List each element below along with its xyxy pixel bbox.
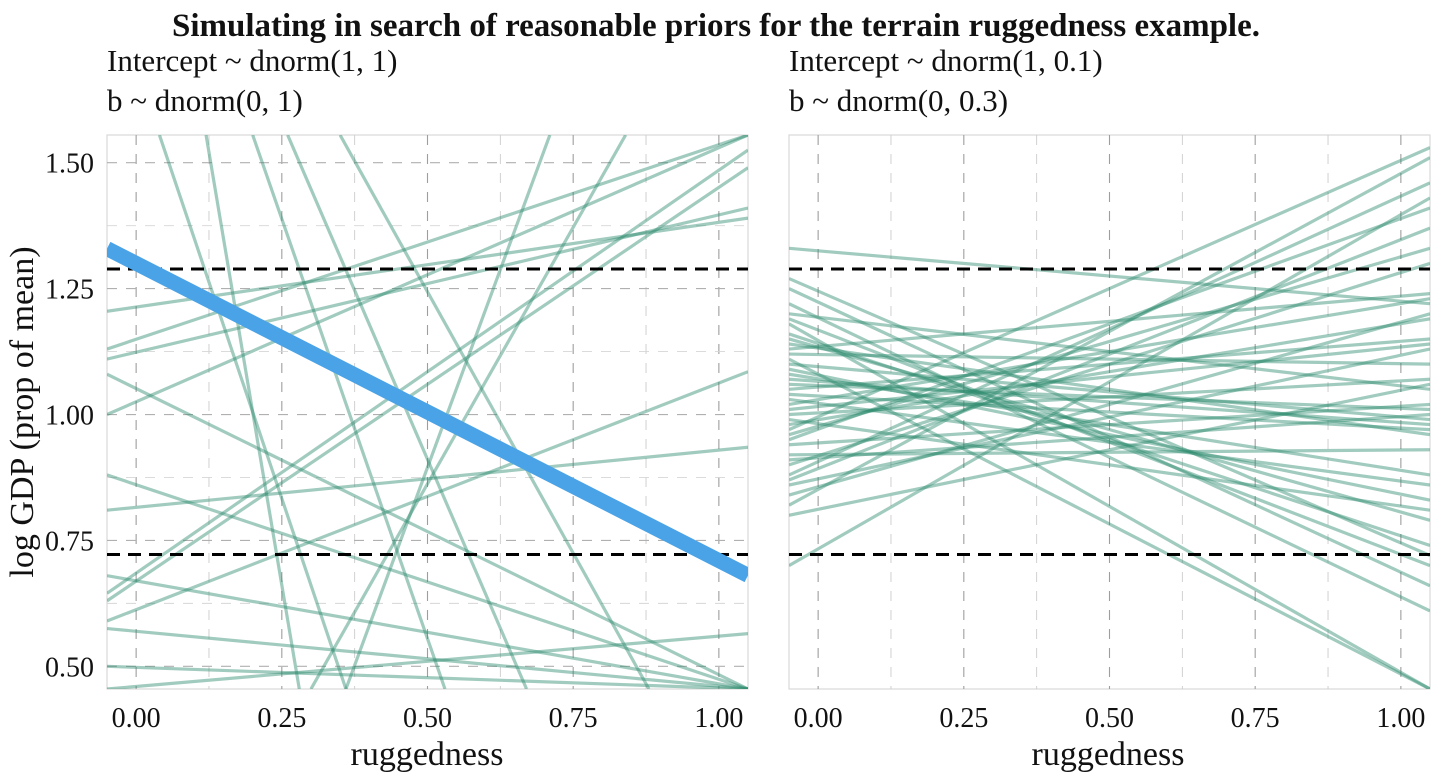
panel-left-subtitle-line1: Intercept ~ dnorm(1, 1) bbox=[107, 43, 398, 78]
prior-line bbox=[789, 412, 1430, 462]
panel-left: Intercept ~ dnorm(1, 1) b ~ dnorm(0, 1) … bbox=[45, 43, 749, 773]
prior-line bbox=[789, 287, 1430, 588]
panel-left-subtitle-line2: b ~ dnorm(0, 1) bbox=[107, 83, 303, 118]
prior-line bbox=[789, 382, 1430, 412]
prior-line bbox=[107, 135, 748, 351]
prior-line bbox=[789, 448, 1430, 457]
prior-line bbox=[107, 445, 748, 512]
y-tick-label: 1.25 bbox=[45, 275, 94, 306]
x-tick-label: 0.25 bbox=[939, 703, 988, 734]
prior-line bbox=[789, 146, 1430, 432]
panel-left-x-axis-label: ruggedness bbox=[351, 736, 504, 773]
prior-line bbox=[789, 292, 1430, 351]
prior-line bbox=[789, 332, 1430, 547]
prior-line bbox=[107, 574, 748, 689]
x-tick-label: 0.50 bbox=[403, 703, 452, 734]
prior-line bbox=[789, 377, 1430, 417]
prior-line bbox=[789, 402, 1430, 447]
prior-line bbox=[107, 664, 748, 689]
prior-line bbox=[789, 302, 1430, 613]
x-tick-label: 1.00 bbox=[694, 703, 743, 734]
prior-line bbox=[789, 181, 1430, 477]
prior-line bbox=[204, 135, 301, 689]
prior-line bbox=[338, 135, 651, 689]
panel-left-plot-area bbox=[107, 135, 748, 689]
highlighted-prior-line bbox=[107, 241, 748, 583]
x-tick-label: 0.50 bbox=[1085, 703, 1134, 734]
prior-line bbox=[157, 135, 348, 689]
y-tick-label: 0.75 bbox=[45, 526, 94, 557]
prior-line bbox=[789, 372, 1430, 477]
prior-line bbox=[107, 166, 748, 603]
x-tick-label: 0.75 bbox=[549, 703, 598, 734]
prior-line bbox=[789, 367, 1430, 502]
panel-right-plot-area bbox=[789, 135, 1430, 689]
prior-line bbox=[789, 357, 1430, 689]
prior-line bbox=[789, 382, 1430, 517]
prior-line bbox=[789, 156, 1430, 507]
panel-right-subtitle-line1: Intercept ~ dnorm(1, 0.1) bbox=[789, 43, 1103, 78]
prior-line bbox=[107, 206, 748, 361]
prior-line bbox=[789, 347, 1430, 487]
prior-line bbox=[789, 322, 1430, 689]
prior-line bbox=[789, 342, 1430, 437]
x-tick-label: 0.75 bbox=[1231, 703, 1280, 734]
prior-line bbox=[107, 148, 748, 595]
x-tick-label: 0.25 bbox=[257, 703, 306, 734]
x-tick-label: 1.00 bbox=[1376, 703, 1425, 734]
prior-line bbox=[107, 626, 748, 689]
prior-line bbox=[789, 397, 1430, 487]
prior-line bbox=[286, 135, 529, 689]
prior-line bbox=[789, 342, 1430, 412]
prior-line bbox=[789, 261, 1430, 467]
prior-line bbox=[789, 246, 1430, 437]
panel-right-x-axis-label: ruggedness bbox=[1032, 736, 1185, 773]
prior-line bbox=[251, 135, 447, 689]
panel-right: Intercept ~ dnorm(1, 0.1) b ~ dnorm(0, 0… bbox=[788, 43, 1431, 773]
y-tick-label: 1.50 bbox=[45, 149, 94, 180]
prior-line bbox=[107, 632, 748, 689]
y-axis-label: log GDP (prop of mean) bbox=[4, 246, 41, 577]
prior-line bbox=[309, 135, 628, 689]
prior-line bbox=[789, 196, 1430, 567]
prior-line bbox=[789, 352, 1430, 366]
prior-line bbox=[789, 206, 1430, 442]
y-tick-label: 0.50 bbox=[45, 652, 94, 683]
y-tick-label: 1.00 bbox=[45, 401, 94, 432]
prior-line bbox=[789, 362, 1430, 422]
x-tick-label: 0.00 bbox=[794, 703, 843, 734]
prior-line bbox=[789, 317, 1430, 568]
prior-line bbox=[107, 473, 748, 689]
prior-line bbox=[344, 135, 552, 689]
prior-line bbox=[789, 377, 1430, 427]
prior-line bbox=[107, 372, 748, 689]
prior-line bbox=[107, 370, 748, 623]
x-tick-label: 0.00 bbox=[112, 703, 161, 734]
prior-line bbox=[789, 312, 1430, 497]
prior-line bbox=[789, 246, 1430, 306]
prior-line bbox=[789, 392, 1430, 432]
prior-line bbox=[107, 135, 748, 416]
prior-line bbox=[789, 317, 1430, 427]
chart-title: Simulating in search of reasonable prior… bbox=[172, 8, 1260, 44]
panel-right-subtitle-line2: b ~ dnorm(0, 0.3) bbox=[789, 83, 1008, 118]
prior-line bbox=[789, 297, 1430, 407]
prior-line bbox=[789, 312, 1430, 391]
prior-line bbox=[789, 417, 1430, 512]
prior-line bbox=[789, 337, 1430, 522]
prior-line bbox=[789, 337, 1430, 391]
prior-line bbox=[789, 277, 1430, 558]
